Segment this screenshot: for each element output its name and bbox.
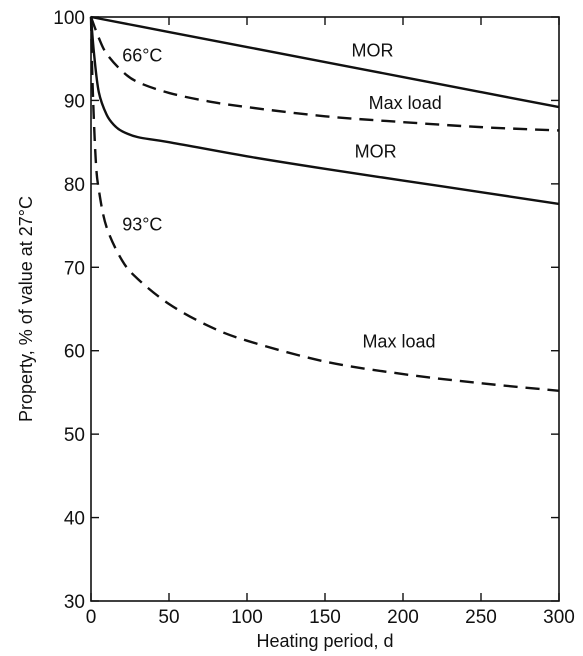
series-line-3: [89, 16, 560, 392]
y-tick-label: 30: [64, 592, 85, 613]
x-tick-label: 300: [543, 607, 575, 628]
annotations: 66°C 93°C MOR Max load MOR Max load: [122, 40, 442, 351]
y-tick-label: 40: [64, 509, 85, 530]
annotation-label: MOR: [355, 141, 397, 161]
series-group: [89, 15, 560, 392]
y-tick-label: 60: [64, 342, 85, 363]
y-tick-label: 80: [64, 175, 85, 196]
annotation-label: 93°C: [122, 215, 162, 235]
annotation-label: 66°C: [122, 45, 162, 65]
axis-ticks: [90, 16, 560, 602]
series-line-1: [89, 16, 560, 132]
x-tick-label: 150: [309, 607, 341, 628]
y-tick-label: 50: [64, 425, 85, 446]
y-tick-label: 100: [53, 8, 85, 29]
tick-labels: 0 50 100 150 200 250 300 30 40 50 60 70 80 90 100: [53, 8, 575, 628]
annotation-label: MOR: [352, 40, 394, 60]
x-tick-label: 100: [231, 607, 263, 628]
annotation-label: Max load: [362, 332, 435, 352]
annotation-label: Max load: [369, 93, 442, 113]
x-axis-title: Heating period, d: [256, 631, 393, 651]
x-tick-label: 250: [465, 607, 497, 628]
x-tick-label: 0: [86, 607, 97, 628]
plot-frame: [90, 16, 560, 602]
x-tick-label: 50: [158, 607, 179, 628]
y-axis-title: Property, % of value at 27°C: [16, 196, 36, 422]
y-tick-label: 90: [64, 91, 85, 112]
series-line-0: [90, 15, 560, 109]
x-tick-label: 200: [387, 607, 419, 628]
series-line-2: [89, 16, 560, 206]
y-tick-label: 70: [64, 258, 85, 279]
